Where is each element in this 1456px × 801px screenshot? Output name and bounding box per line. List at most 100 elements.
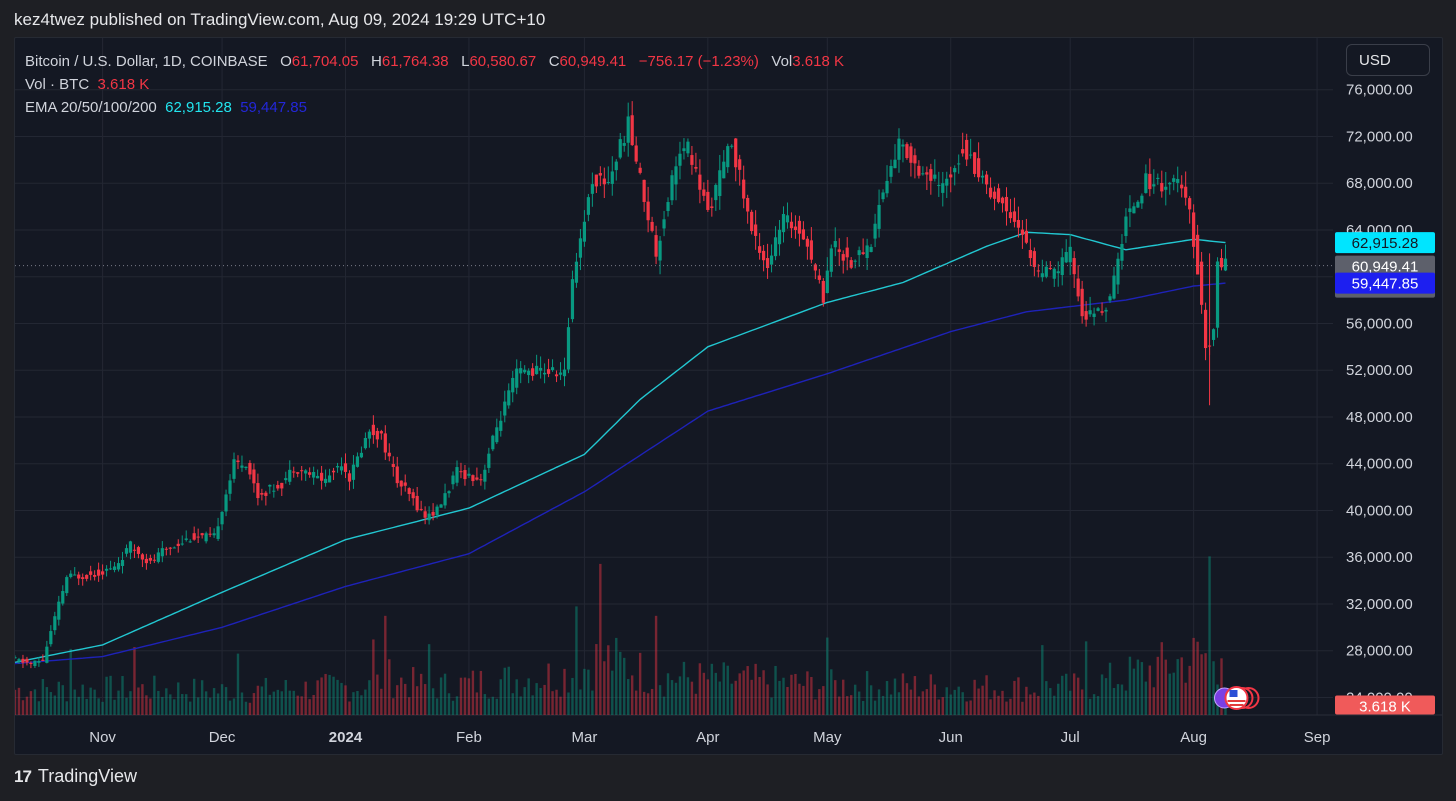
volume-bar [774,665,777,715]
candle-up [1132,206,1136,214]
x-tick-label: Feb [456,729,482,746]
volume-bar [726,665,729,715]
volume-bar [320,677,323,715]
volume-bar [65,701,68,715]
candle-down [276,484,280,489]
volume-bar [435,698,439,715]
candle-up [515,368,519,388]
volume-bar [332,676,335,715]
candle-up [1068,246,1072,263]
legend-symbol[interactable]: Bitcoin / U.S. Dollar, 1D, COINBASE [25,53,268,70]
candle-down [423,511,427,518]
volume-bar [212,688,216,715]
volume-bar [750,679,753,715]
volume-bar [654,615,658,715]
volume-bar [33,689,37,715]
volume-bar [392,698,395,715]
volume-bar [459,677,463,715]
volume-bar [1196,641,1199,715]
volume-bar [869,685,873,715]
candle-up [116,563,121,570]
volume-bar [1033,692,1036,715]
volume-bar [515,679,518,715]
candle-up [785,215,790,223]
x-tick-label: Dec [209,729,236,746]
candle-down [813,264,817,271]
candle-down [256,483,260,499]
candle-down [973,152,977,174]
volume-bar [658,685,662,715]
volume-bar [993,690,996,715]
chart-panel[interactable]: Bitcoin / U.S. Dollar, 1D, COINBASE O61,… [14,37,1443,755]
candle-up [224,494,228,512]
candle-up [1223,258,1228,271]
volume-bar [1057,683,1060,715]
candle-down [411,492,415,499]
candle-down [1196,234,1200,275]
volume-bar [117,690,120,715]
candle-down [988,187,993,198]
price-chart[interactable]: 24,000.0028,000.0032,000.0036,000.0040,0… [15,38,1442,754]
x-tick-label: Aug [1180,729,1207,746]
volume-bar [619,651,622,715]
volume-bar [25,696,29,715]
candle-down [431,511,435,516]
volume-bar [690,681,694,715]
volume-bar [642,691,646,715]
candle-up [316,475,320,479]
candle-up [1152,184,1156,187]
candle-down [909,146,913,163]
candle-down [746,197,750,212]
candle-up [312,471,316,478]
volume-bar [1061,675,1064,715]
candle-down [742,179,746,199]
candle-down [1020,229,1025,235]
ema-200-price-badge [1335,272,1435,294]
candle-down [459,471,463,473]
volume-bar [189,701,192,715]
candle-down [654,235,658,257]
tradingview-logo[interactable]: 17 TradingView [14,766,137,787]
volume-bar [415,686,419,715]
candle-up [714,184,718,201]
candle-up [686,141,690,154]
volume-bar [57,681,61,715]
volume-bar [730,683,733,715]
candle-down [710,206,714,208]
candle-down [761,250,766,261]
volume-bar [678,676,682,715]
legend-volume-row[interactable]: Vol · BTC 3.618 K [25,73,844,96]
candle-up [570,279,575,320]
currency-button[interactable]: USD [1346,44,1430,76]
tradingview-wordmark: TradingView [37,766,137,786]
candle-up [61,591,65,604]
volume-bar [627,679,630,715]
candle-down [331,470,336,473]
candle-down [1000,197,1005,204]
volume-bar [973,679,976,715]
candle-down [93,574,97,577]
candle-down [754,224,758,236]
volume-bar [200,680,204,715]
candle-up [1128,208,1132,213]
candle-up [606,182,610,184]
volume-bar [599,563,602,715]
candle-up [622,143,626,146]
candle-up [901,144,905,147]
candle-up [937,184,941,186]
volume-bar [1001,690,1004,715]
x-tick-label: Nov [89,729,116,746]
legend-open-label: O [280,53,292,70]
volume-bar [324,673,327,715]
volume-bar [865,671,869,715]
legend-ema-a-value: 62,915.28 [165,99,232,116]
candle-down [594,174,598,187]
volume-bar [1104,678,1108,715]
candle-up [1088,310,1092,315]
candle-down [1100,311,1104,313]
volume-bar [1136,659,1140,715]
candle-up [1120,243,1124,261]
volume-bar [467,678,471,715]
candle-up [933,174,937,179]
legend-ema-row[interactable]: EMA 20/50/100/200 62,915.28 59,447.85 [25,96,844,119]
